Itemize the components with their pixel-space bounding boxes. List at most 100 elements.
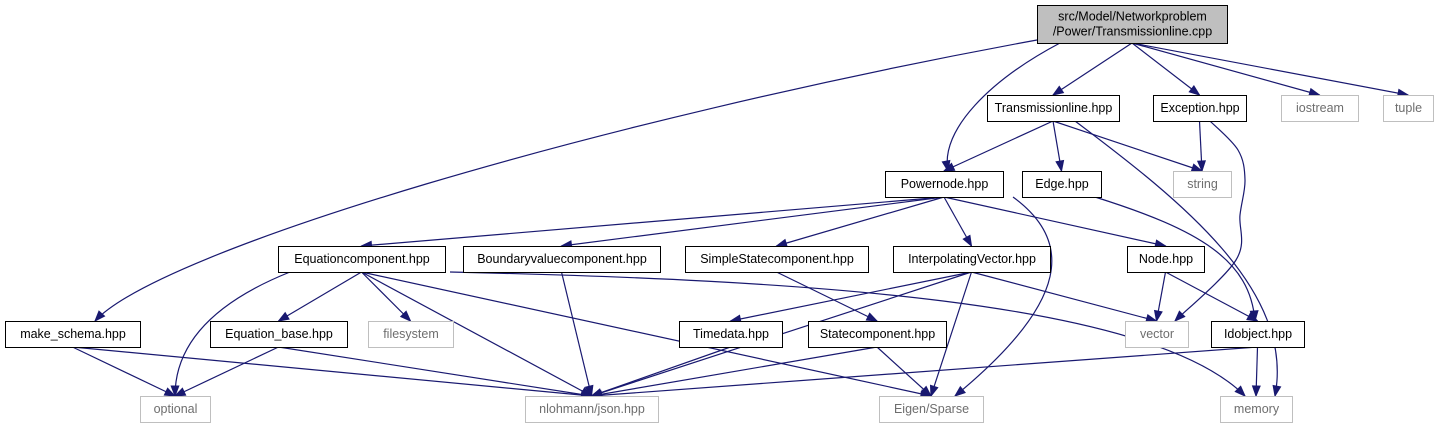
arrowhead-icon — [1051, 85, 1065, 96]
edge-line — [591, 346, 731, 397]
arrowhead-icon — [775, 238, 788, 248]
node-box — [1037, 5, 1228, 44]
edge-equation_base_hpp-to-optional — [173, 346, 279, 397]
node-box — [368, 321, 454, 348]
arrowhead-icon — [173, 387, 187, 397]
node-label: vector — [1140, 327, 1174, 341]
node-label: Powernode.hpp — [901, 177, 989, 191]
arrowhead-icon — [920, 385, 933, 397]
node-box — [1383, 95, 1434, 122]
node-box — [1281, 95, 1359, 122]
edge-line — [361, 196, 945, 247]
edge-equationcomponent_hpp-to-optional — [170, 271, 291, 398]
node-label: Node.hpp — [1139, 252, 1193, 266]
edge-line — [561, 196, 945, 247]
arrowhead-icon — [399, 310, 412, 322]
arrowhead-icon — [1246, 312, 1259, 322]
arrowhead-icon — [962, 234, 973, 248]
node-simplestatecomponent-hpp[interactable]: SimpleStatecomponent.hpp — [685, 246, 869, 273]
node-box — [210, 321, 348, 348]
node-boundaryvaluecomponent-hpp[interactable]: Boundaryvaluecomponent.hpp — [463, 246, 661, 273]
arrowhead-icon — [1055, 159, 1065, 173]
node-box — [278, 246, 446, 273]
edge-boundaryvaluecomponent_hpp-to-nlohmann_json_hpp — [560, 271, 594, 398]
node-equation-base-hpp[interactable]: Equation_base.hpp — [210, 321, 348, 348]
edge-line — [776, 271, 878, 322]
node-transmissionline-hpp[interactable]: Transmissionline.hpp — [987, 95, 1120, 122]
node-string: string — [1173, 171, 1232, 198]
node-box — [525, 396, 659, 423]
node-label: Eigen/Sparse — [894, 402, 969, 416]
edge-line — [278, 346, 592, 397]
node-equationcomponent-hpp[interactable]: Equationcomponent.hpp — [278, 246, 446, 273]
edge-line — [930, 271, 973, 397]
node-label: Timedata.hpp — [693, 327, 769, 341]
node-node-hpp[interactable]: Node.hpp — [1127, 246, 1205, 273]
edge-line — [943, 120, 1054, 172]
node-label: string — [1187, 177, 1218, 191]
edge-line — [72, 346, 592, 397]
node-powernode-hpp[interactable]: Powernode.hpp — [885, 171, 1004, 198]
node-edge-hpp[interactable]: Edge.hpp — [1022, 171, 1102, 198]
edge-line — [591, 346, 878, 397]
edge-line — [174, 271, 291, 397]
node-layer: src/Model/Networkproblem/Power/Transmiss… — [5, 5, 1434, 423]
node-interpolatingvector-hpp[interactable]: InterpolatingVector.hpp — [893, 246, 1051, 273]
node-make-schema-hpp[interactable]: make_schema.hpp — [5, 321, 141, 348]
edge-root-to-transmissionline_hpp — [1051, 42, 1133, 96]
edge-line — [278, 271, 362, 322]
edge-line — [971, 271, 1157, 322]
edge-line — [449, 271, 1246, 397]
edge-line — [1074, 120, 1278, 397]
node-idobject-hpp[interactable]: Idobject.hpp — [1211, 321, 1305, 348]
edge-interpolatingvector_hpp-to-eigen_sparse — [929, 271, 973, 398]
node-box — [1022, 171, 1102, 198]
node-label: Boundaryvaluecomponent.hpp — [477, 252, 647, 266]
edge-timedata_hpp-to-nlohmann_json_hpp — [590, 346, 731, 397]
edge-idobject_hpp-to-memory — [1251, 346, 1261, 398]
node-statecomponent-hpp[interactable]: Statecomponent.hpp — [808, 321, 947, 348]
edge-root-to-make_schema_hpp — [94, 39, 1038, 323]
node-timedata-hpp[interactable]: Timedata.hpp — [679, 321, 783, 348]
edge-line — [591, 346, 1258, 397]
edge-exception_hpp-to-vector — [1174, 120, 1246, 322]
edge-line — [361, 271, 411, 322]
edge-line — [1052, 120, 1203, 172]
node-exception-hpp[interactable]: Exception.hpp — [1153, 95, 1247, 122]
edge-line — [1131, 42, 1200, 96]
edge-interpolatingvector_hpp-to-timedata_hpp — [729, 271, 972, 324]
edge-simplestatecomponent_hpp-to-statecomponent_hpp — [776, 271, 879, 322]
node-tuple: tuple — [1383, 95, 1434, 122]
arrowhead-icon — [1196, 160, 1206, 173]
node-nlohmann-json-hpp: nlohmann/json.hpp — [525, 396, 659, 423]
node-vector: vector — [1125, 321, 1189, 348]
node-label: Idobject.hpp — [1224, 327, 1292, 341]
node-eigen-sparse: Eigen/Sparse — [879, 396, 984, 423]
edge-line — [94, 39, 1038, 322]
edge-node_hpp-to-vector — [1153, 271, 1167, 323]
node-iostream: iostream — [1281, 95, 1359, 122]
arrowhead-icon — [277, 311, 290, 322]
edge-line — [1094, 196, 1256, 322]
edge-powernode_hpp-to-boundaryvaluecomponent_hpp — [560, 196, 945, 250]
edge-line — [946, 42, 1061, 172]
edge-equationcomponent_hpp-to-equation_base_hpp — [277, 271, 362, 322]
node-box — [893, 246, 1051, 273]
edge-transmissionline_hpp-to-string — [1052, 120, 1204, 172]
edge-line — [1131, 42, 1320, 96]
node-label: iostream — [1296, 101, 1344, 115]
node-label: Edge.hpp — [1035, 177, 1089, 191]
edge-exception_hpp-to-string — [1196, 120, 1206, 173]
edge-root-to-exception_hpp — [1131, 42, 1201, 96]
node-label: SimpleStatecomponent.hpp — [700, 252, 854, 266]
edge-root-to-tuple — [1131, 42, 1410, 98]
arrowhead-icon — [163, 387, 177, 397]
arrowhead-icon — [953, 385, 966, 397]
node-root[interactable]: src/Model/Networkproblem/Power/Transmiss… — [1037, 5, 1228, 44]
node-optional: optional — [140, 396, 211, 423]
arrowhead-icon — [1174, 310, 1186, 322]
node-label: Statecomponent.hpp — [820, 327, 935, 341]
edge-equation_base_hpp-to-nlohmann_json_hpp — [278, 346, 593, 399]
edge-line — [1131, 42, 1409, 96]
node-box — [1220, 396, 1293, 423]
